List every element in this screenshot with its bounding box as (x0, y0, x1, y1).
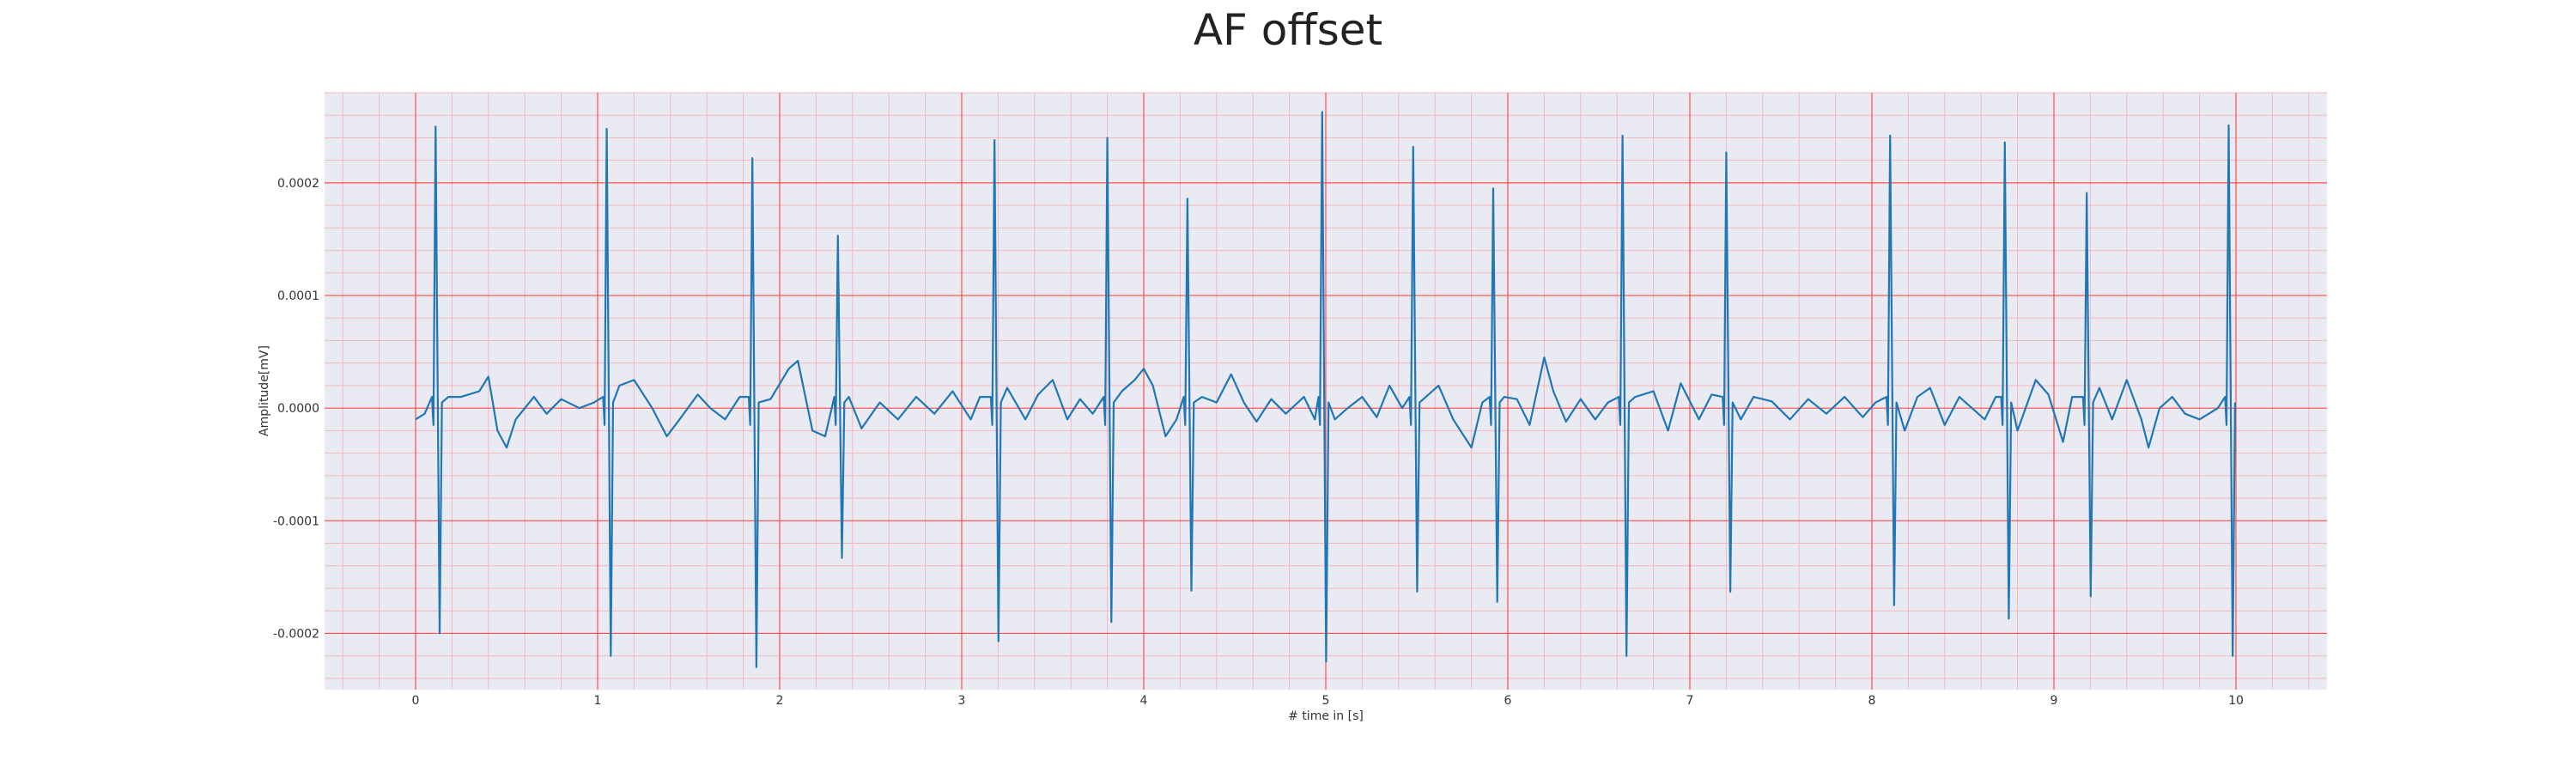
x-axis-label: # time in [s] (1288, 709, 1364, 723)
x-tick-label: 4 (1140, 694, 1148, 708)
x-tick-label: 1 (594, 694, 602, 708)
x-tick-label: 0 (412, 694, 420, 708)
x-tick-label: 3 (958, 694, 966, 708)
x-tick-label: 9 (2050, 694, 2058, 708)
x-tick-label: 10 (2228, 694, 2244, 708)
y-tick-label: 0.0002 (277, 177, 319, 191)
y-tick-label: 0.0000 (277, 402, 319, 416)
y-tick-label: 0.0001 (277, 289, 319, 303)
y-tick-label: -0.0002 (273, 627, 319, 641)
x-tick-label: 5 (1322, 694, 1330, 708)
y-tick-label: -0.0001 (273, 514, 319, 528)
x-tick-label: 7 (1686, 694, 1694, 708)
y-axis-label: Amplitude[mV] (258, 345, 271, 436)
y-axis-ticks: -0.0002 -0.0001 0.0000 0.0001 0.0002 (273, 177, 319, 642)
x-tick-label: 2 (776, 694, 784, 708)
x-axis-ticks: 0 1 2 3 4 5 6 7 8 9 10 (412, 694, 2244, 708)
x-tick-label: 8 (1868, 694, 1876, 708)
chart-title: AF offset (1194, 5, 1382, 55)
x-tick-label: 6 (1504, 694, 1512, 708)
